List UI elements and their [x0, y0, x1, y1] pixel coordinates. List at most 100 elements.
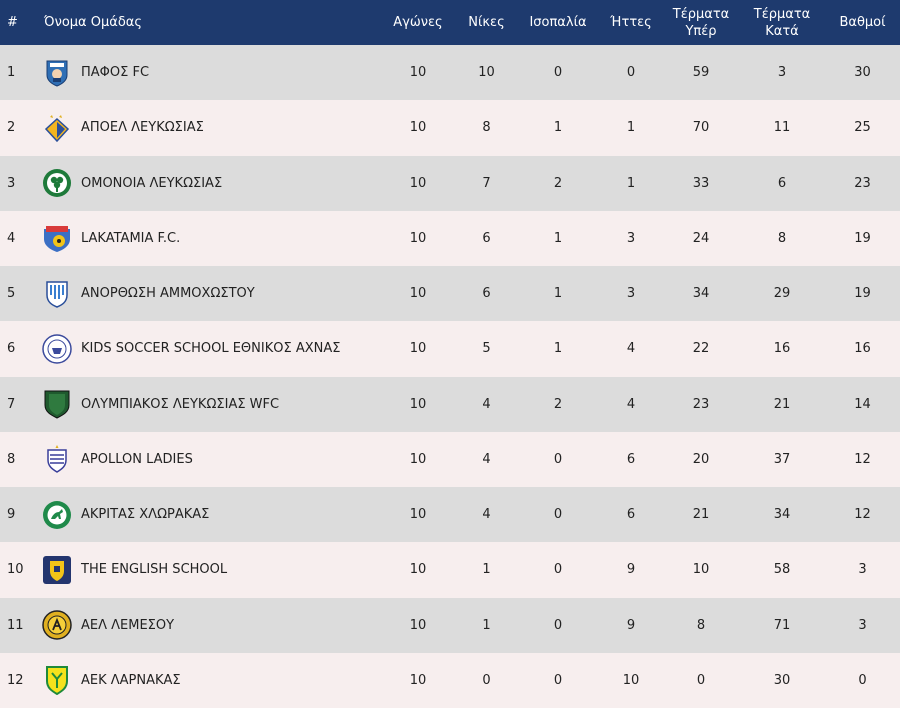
team-cell: ΟΛΥΜΠΙΑΚΟΣ ΛΕΥΚΩΣΙΑΣ WFC: [38, 377, 380, 432]
team-name: ΠΑΦΟΣ FC: [81, 65, 150, 81]
team-name: ΑΕΚ ΛΑΡΝΑΚΑΣ: [81, 672, 181, 688]
goals-against-cell: 21: [773, 396, 791, 412]
goals-against-cell: 11: [773, 120, 791, 136]
table-row[interactable]: 4 LAKATAMIA F.C. 10 6 1 3 24 8 19: [0, 210, 900, 266]
position-cell: 9: [7, 507, 16, 523]
draws-cell: 0: [553, 507, 563, 523]
goals-for-cell: 34: [692, 286, 710, 302]
table-row[interactable]: 11 ΑΕΛ ΛΕΜΕΣΟΥ 10 1 0 9 8 71 3: [0, 597, 900, 653]
ael-crest-icon: [42, 610, 72, 640]
goals-for-cell: 8: [696, 617, 706, 633]
olympiakos-crest-icon: [42, 389, 72, 419]
header-losses[interactable]: Ήττες: [610, 15, 652, 30]
points-cell: 0: [858, 672, 867, 688]
team-link[interactable]: ΑΕΛ ΛΕΜΕΣΟΥ: [42, 610, 378, 640]
wins-cell: 1: [482, 617, 491, 633]
table-row[interactable]: 2 ΑΠΟΕΛ ΛΕΥΚΩΣΙΑΣ 10 8 1 1 70 11 25: [0, 100, 900, 156]
goals-for-cell: 70: [692, 120, 710, 136]
team-cell: ΑΝΟΡΘΩΣΗ ΑΜΜΟΧΩΣΤΟΥ: [38, 266, 380, 321]
header-points[interactable]: Βαθμοί: [839, 15, 886, 30]
points-cell: 12: [854, 507, 871, 523]
header-goals-for[interactable]: Τέρματα Υπέρ: [672, 6, 730, 39]
position-cell: 4: [7, 230, 16, 246]
english-school-crest-icon: [42, 555, 72, 585]
team-link[interactable]: ΑΝΟΡΘΩΣΗ ΑΜΜΟΧΩΣΤΟΥ: [42, 279, 378, 309]
team-link[interactable]: APOLLON LADIES: [42, 444, 378, 474]
table-row[interactable]: 10 THE ENGLISH SCHOOL 10 1 0 9 10 58 3: [0, 542, 900, 598]
draws-cell: 0: [553, 617, 563, 633]
apollon-crest-icon: [42, 444, 72, 474]
team-cell: ΠΑΦΟΣ FC: [38, 45, 380, 100]
position-cell: 2: [7, 120, 16, 136]
team-cell: KIDS SOCCER SCHOOL ΕΘΝΙΚΟΣ ΑΧΝΑΣ: [38, 321, 380, 376]
wins-cell: 1: [482, 562, 491, 578]
draws-cell: 1: [553, 120, 563, 136]
goals-against-cell: 34: [773, 507, 791, 523]
team-link[interactable]: ΑΠΟΕΛ ΛΕΥΚΩΣΙΑΣ: [42, 113, 378, 143]
ethnikos-crest-icon: [42, 334, 72, 364]
wins-cell: 6: [482, 286, 491, 302]
points-cell: 12: [854, 451, 871, 467]
team-cell: ΑΚΡΙΤΑΣ ΧΛΩΡΑΚΑΣ: [38, 487, 380, 542]
wins-cell: 4: [482, 451, 491, 467]
team-link[interactable]: ΟΛΥΜΠΙΑΚΟΣ ΛΕΥΚΩΣΙΑΣ WFC: [42, 389, 378, 419]
team-link[interactable]: KIDS SOCCER SCHOOL ΕΘΝΙΚΟΣ ΑΧΝΑΣ: [42, 334, 378, 364]
played-cell: 10: [409, 120, 427, 136]
goals-against-cell: 30: [773, 672, 791, 688]
header-draws[interactable]: Ισοπαλία: [529, 15, 587, 30]
position-cell: 11: [7, 617, 24, 633]
position-cell: 3: [7, 175, 16, 191]
goals-against-cell: 8: [777, 230, 787, 246]
goals-against-cell: 37: [773, 451, 791, 467]
team-link[interactable]: THE ENGLISH SCHOOL: [42, 555, 378, 585]
team-link[interactable]: ΠΑΦΟΣ FC: [42, 58, 378, 88]
table-row[interactable]: 3 ΟΜΟΝΟΙΑ ΛΕΥΚΩΣΙΑΣ 10 7 2 1 33 6 23: [0, 155, 900, 211]
table-row[interactable]: 12 ΑΕΚ ΛΑΡΝΑΚΑΣ 10 0 0 10 0 30 0: [0, 652, 900, 708]
wins-cell: 5: [482, 341, 491, 357]
played-cell: 10: [409, 396, 427, 412]
goals-against-cell: 3: [777, 65, 787, 81]
wins-cell: 4: [482, 507, 491, 523]
goals-against-cell: 16: [773, 341, 791, 357]
draws-cell: 1: [553, 341, 563, 357]
goals-for-cell: 21: [692, 507, 710, 523]
apoel-crest-icon: [42, 113, 72, 143]
team-cell: LAKATAMIA F.C.: [38, 211, 380, 266]
team-link[interactable]: ΟΜΟΝΟΙΑ ΛΕΥΚΩΣΙΑΣ: [42, 168, 378, 198]
played-cell: 10: [409, 175, 427, 191]
lakatamia-crest-icon: [42, 223, 72, 253]
header-team-name[interactable]: Όνομα Ομάδας: [44, 15, 142, 30]
played-cell: 10: [409, 617, 427, 633]
table-row[interactable]: 8 APOLLON LADIES 10 4 0 6 20 37 12: [0, 431, 900, 487]
position-cell: 6: [7, 341, 16, 357]
played-cell: 10: [409, 451, 427, 467]
team-link[interactable]: ΑΚΡΙΤΑΣ ΧΛΩΡΑΚΑΣ: [42, 500, 378, 530]
team-link[interactable]: LAKATAMIA F.C.: [42, 223, 378, 253]
goals-against-cell: 58: [773, 562, 791, 578]
header-goals-against[interactable]: Τέρματα Κατά: [753, 6, 811, 39]
table-row[interactable]: 5 ΑΝΟΡΘΩΣΗ ΑΜΜΟΧΩΣΤΟΥ 10 6 1 3 34 29 19: [0, 266, 900, 322]
table-row[interactable]: 9 ΑΚΡΙΤΑΣ ΧΛΩΡΑΚΑΣ 10 4 0 6 21 34 12: [0, 487, 900, 543]
team-cell: ΑΕΛ ΛΕΜΕΣΟΥ: [38, 598, 380, 653]
draws-cell: 0: [553, 562, 563, 578]
header-played[interactable]: Αγώνες: [393, 15, 443, 30]
table-row[interactable]: 7 ΟΛΥΜΠΙΑΚΟΣ ΛΕΥΚΩΣΙΑΣ WFC 10 4 2 4 23 21 14: [0, 376, 900, 432]
goals-for-cell: 20: [692, 451, 710, 467]
draws-cell: 0: [553, 672, 563, 688]
table-row[interactable]: 6 KIDS SOCCER SCHOOL ΕΘΝΙΚΟΣ ΑΧΝΑΣ 10 5 1 4 22…: [0, 321, 900, 377]
team-cell: ΟΜΟΝΟΙΑ ΛΕΥΚΩΣΙΑΣ: [38, 156, 380, 211]
team-name: LAKATAMIA F.C.: [81, 230, 181, 246]
aek-crest-icon: [42, 665, 72, 696]
goals-for-cell: 22: [692, 341, 710, 357]
table-row[interactable]: 1 ΠΑΦΟΣ FC 10 10 0 0 59 3 30: [0, 45, 900, 101]
goals-for-cell: 10: [692, 562, 710, 578]
goals-for-cell: 24: [692, 230, 710, 246]
table-body: 1 ΠΑΦΟΣ FC 10 10 0 0 59 3 30 2 ΑΠΟΕΛ ΛΕΥΚΩΣΙΑΣ 10 8 1…: [0, 45, 900, 708]
played-cell: 10: [409, 230, 427, 246]
position-cell: 5: [7, 286, 16, 302]
header-wins[interactable]: Νίκες: [468, 15, 505, 30]
team-link[interactable]: ΑΕΚ ΛΑΡΝΑΚΑΣ: [42, 665, 378, 696]
position-cell: 12: [7, 672, 24, 688]
played-cell: 10: [409, 562, 427, 578]
losses-cell: 1: [626, 175, 636, 191]
